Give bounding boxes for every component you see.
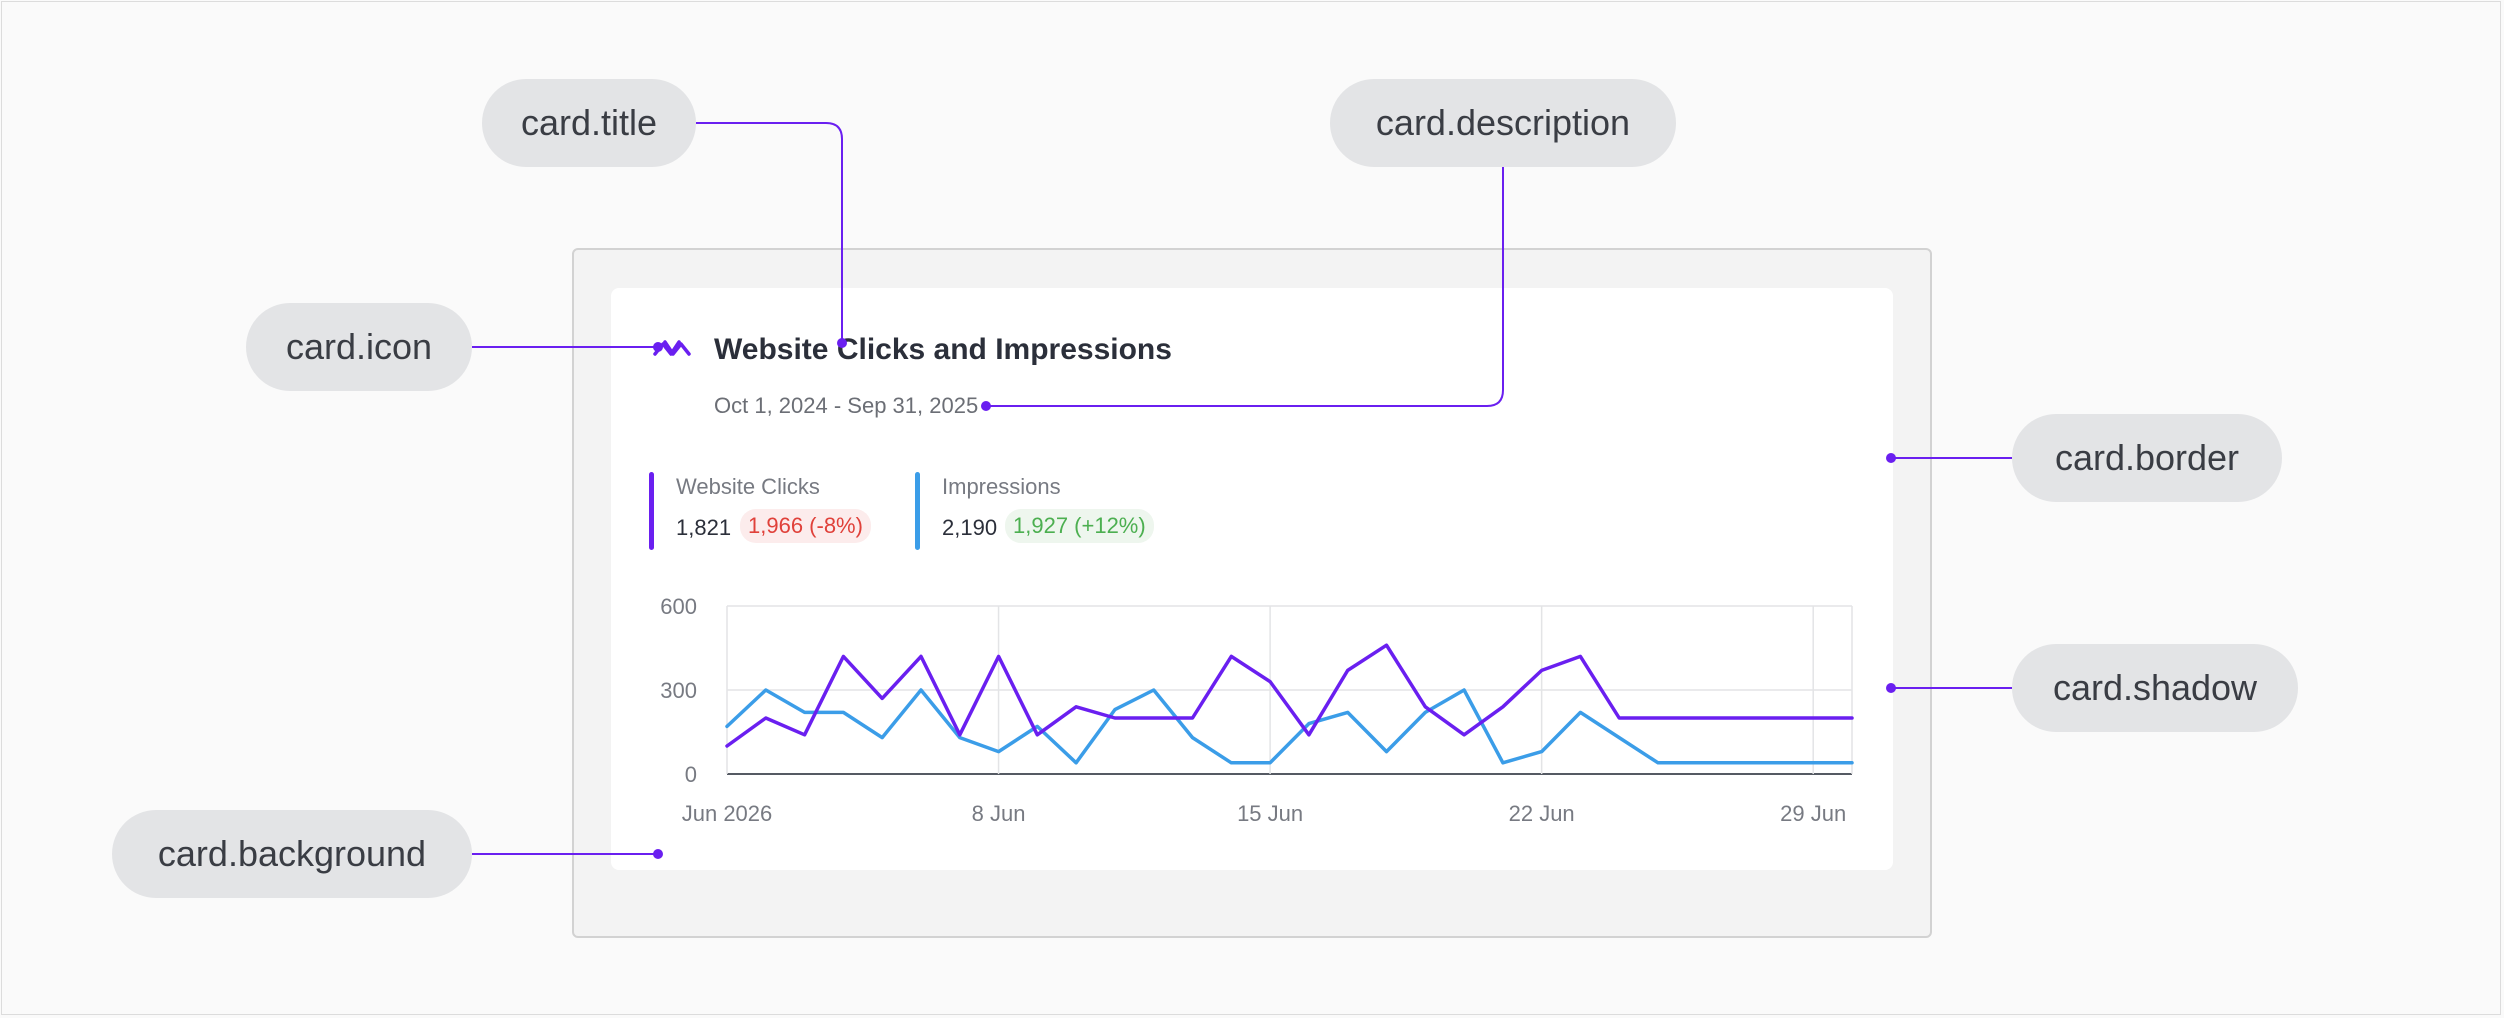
legend-clicks-name: Website Clicks [676, 474, 820, 499]
card-description: Oct 1, 2024 - Sep 31, 2025 [714, 393, 979, 418]
series-line-impressions [725, 688, 1854, 765]
legend-clicks-comparison: 1,966 (-8%) [740, 509, 871, 543]
tag-card-shadow: card.shadow [2012, 644, 2298, 732]
x-tick-label: 8 Jun [972, 801, 1026, 826]
legend-impressions-name: Impressions [942, 474, 1061, 499]
y-tick-label: 0 [685, 762, 697, 787]
tag-card-title: card.title [482, 79, 696, 167]
connector-border-dot [1886, 453, 1896, 463]
legend-impressions-value: 2,190 [942, 515, 998, 540]
connector-icon-dot [653, 342, 663, 352]
connector-background-dot [653, 849, 663, 859]
connector-description-dot [981, 401, 991, 411]
connector-title [696, 122, 843, 343]
tag-card-icon: card.icon [246, 303, 472, 391]
x-tick-label: 22 Jun [1509, 801, 1575, 826]
x-tick-label: Jun 2026 [682, 801, 773, 826]
connector-shadow-dot [1886, 683, 1896, 693]
tag-card-border: card.border [2012, 414, 2282, 502]
legend-clicks-color-bar [649, 472, 654, 550]
connector-description [986, 167, 1504, 407]
connector-title-dot [837, 338, 847, 348]
legend-clicks-value: 1,821 [676, 515, 732, 540]
tag-card-description: card.description [1330, 79, 1676, 167]
legend-impressions-color-bar [915, 472, 920, 550]
y-tick-label: 300 [660, 678, 697, 703]
tag-card-background: card.background [112, 810, 472, 898]
card-title: Website Clicks and Impressions [714, 333, 1172, 366]
series-line-website-clicks [725, 643, 1854, 748]
x-tick-label: 15 Jun [1237, 801, 1303, 826]
y-tick-label: 600 [660, 594, 697, 619]
legend-impressions-comparison: 1,927 (+12%) [1005, 509, 1154, 543]
x-tick-label: 29 Jun [1780, 801, 1846, 826]
